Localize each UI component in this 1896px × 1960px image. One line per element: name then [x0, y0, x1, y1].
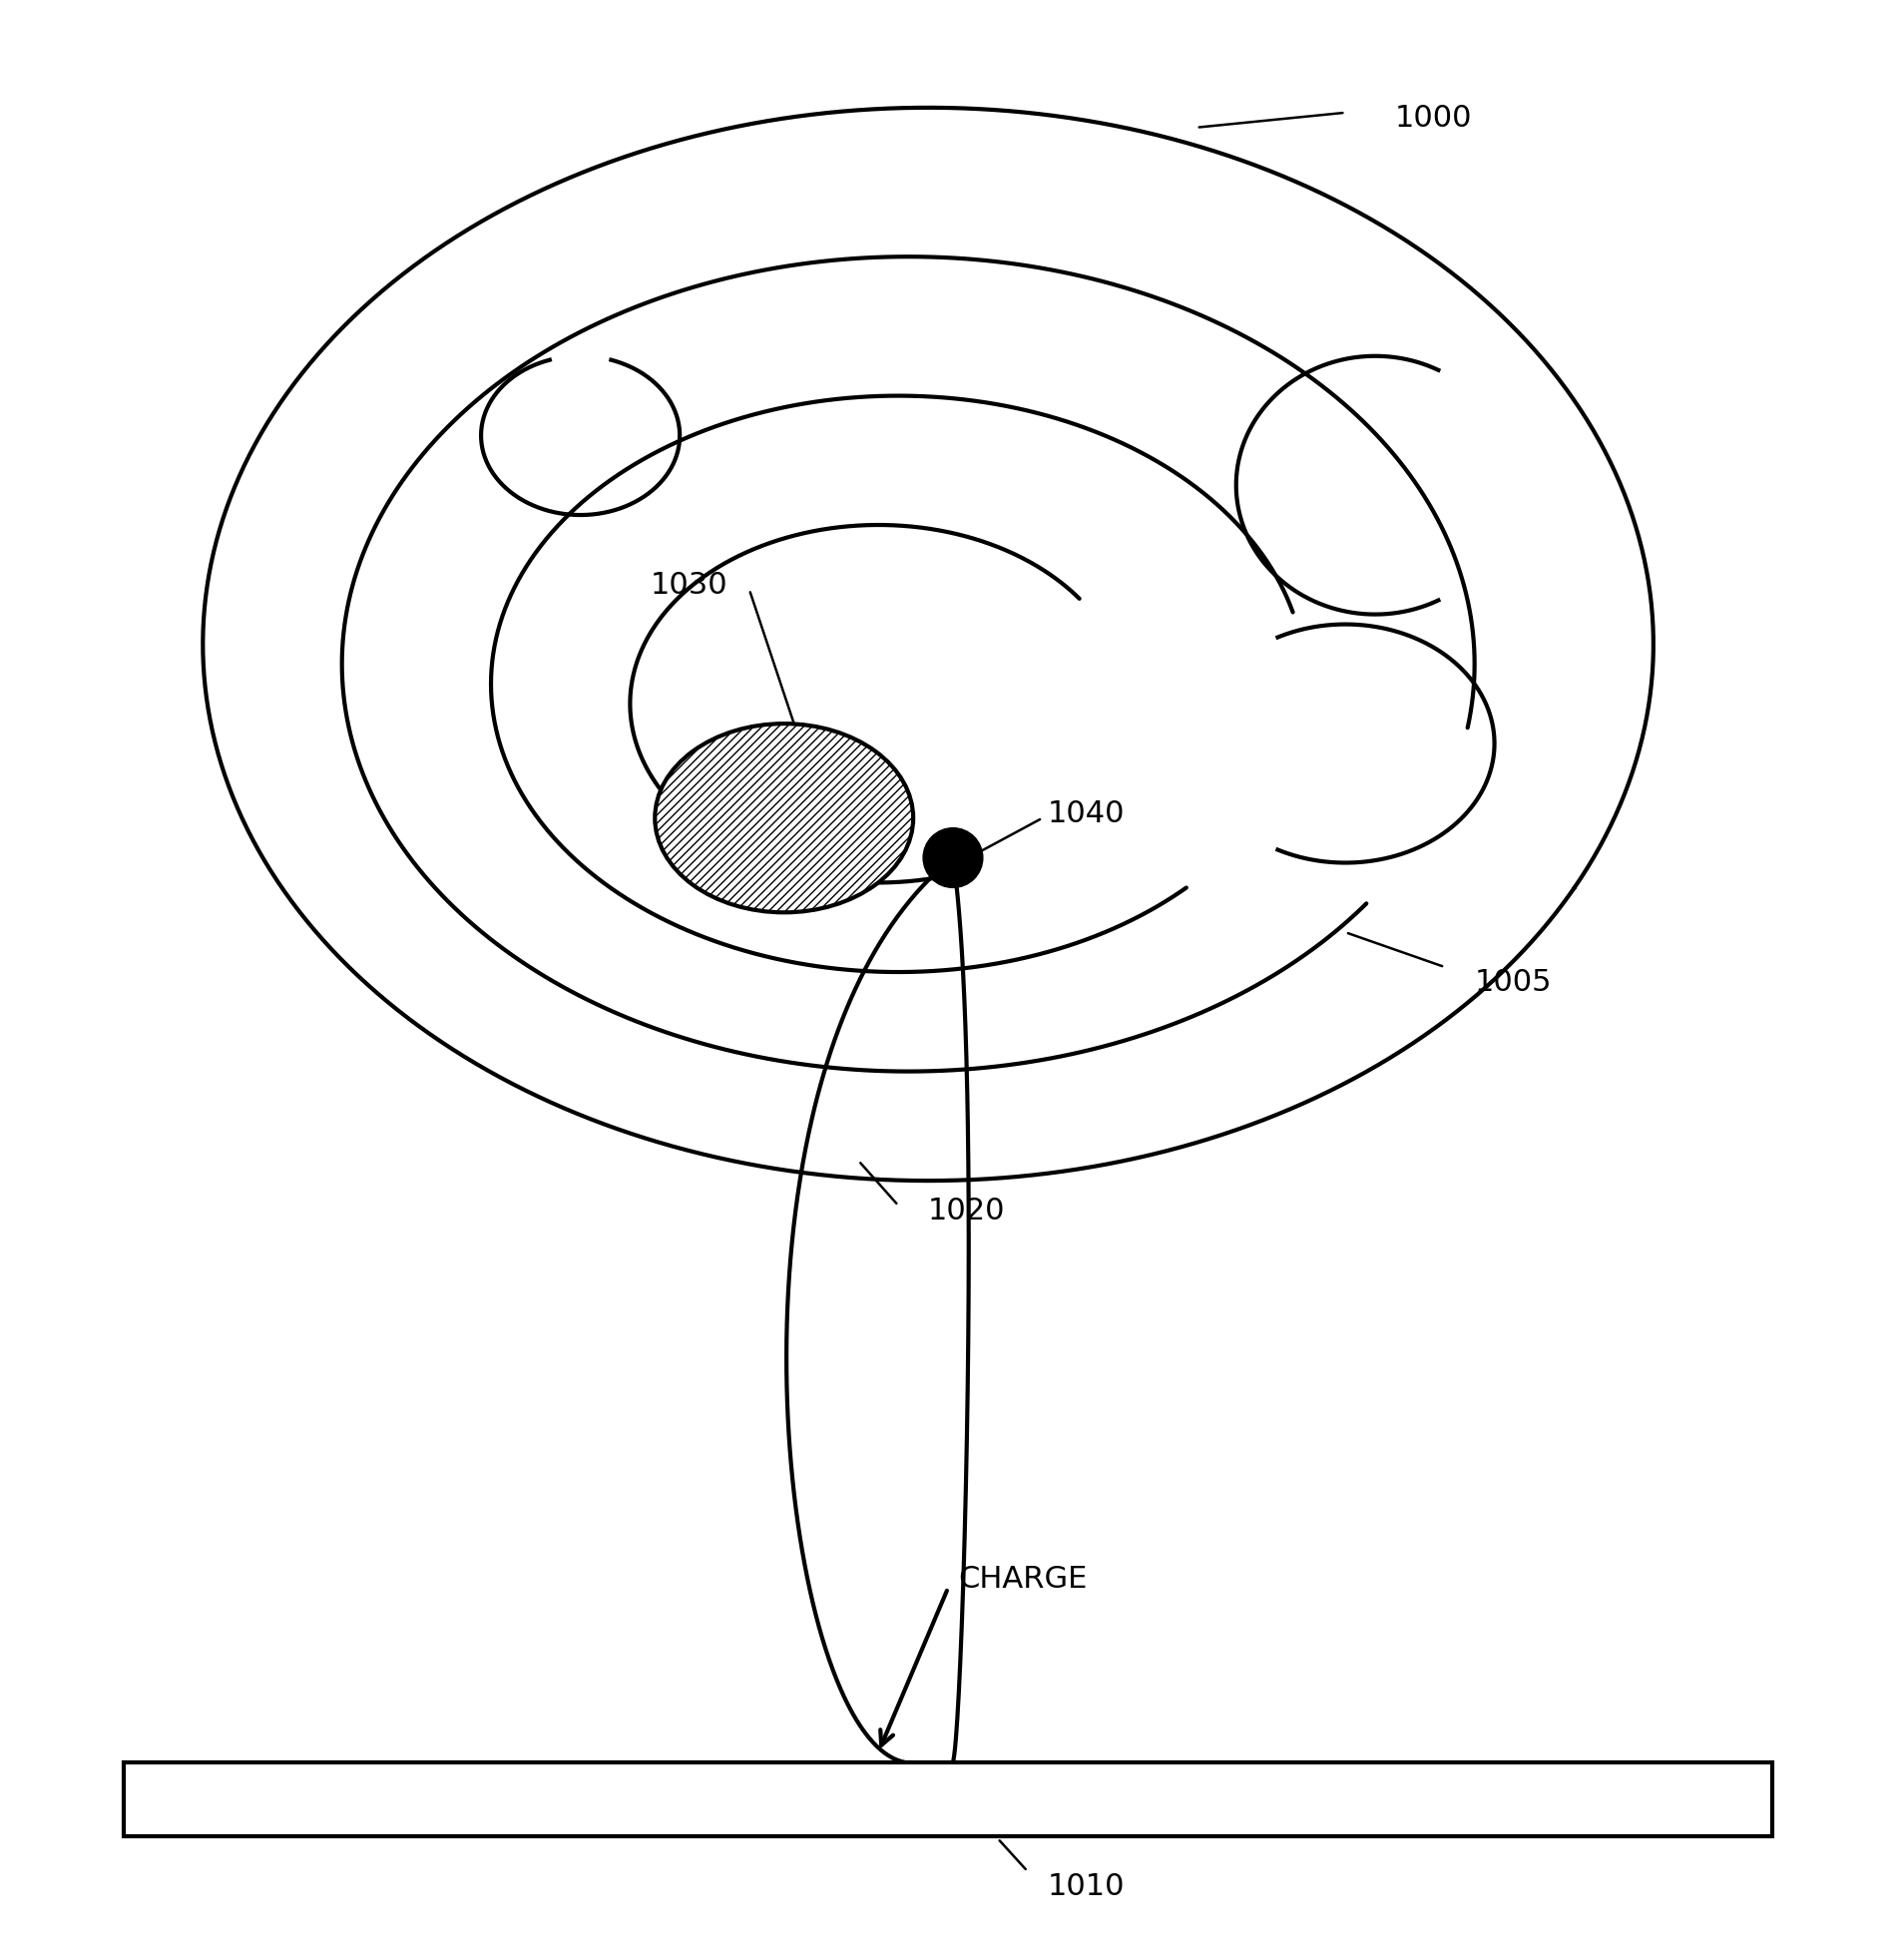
- Text: 1000: 1000: [1395, 104, 1473, 133]
- Ellipse shape: [654, 725, 914, 913]
- Text: CHARGE: CHARGE: [957, 1564, 1086, 1593]
- Text: 1020: 1020: [929, 1196, 1005, 1225]
- Circle shape: [923, 829, 982, 888]
- Text: 1005: 1005: [1475, 968, 1553, 998]
- Bar: [123, 1762, 1773, 1837]
- Text: 1030: 1030: [650, 570, 728, 600]
- Text: 1010: 1010: [1047, 1872, 1124, 1901]
- Text: 1040: 1040: [1047, 800, 1124, 829]
